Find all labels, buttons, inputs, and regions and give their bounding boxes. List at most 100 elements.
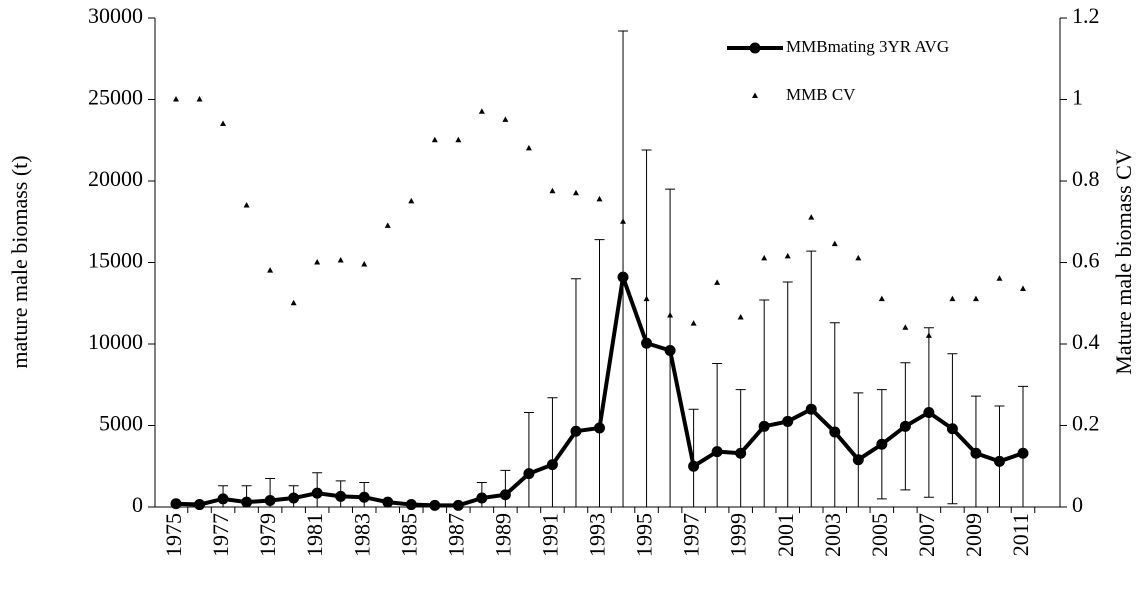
legend-label: MMBmating 3YR AVG [786,37,949,56]
data-point [455,136,462,143]
data-point [925,332,932,338]
y2-tick-label: 0.4 [1072,329,1100,354]
data-point [264,494,276,506]
x-tick-label: 1987 [443,513,468,557]
y-tick-label: 5000 [99,411,143,436]
data-point [288,492,300,504]
data-point [546,459,558,471]
error-bar [712,363,723,507]
error-bar [523,411,534,507]
data-point [855,254,862,261]
data-point [523,468,535,480]
data-point [173,96,179,102]
data-point [267,267,274,273]
data-point [690,320,697,326]
data-point [784,252,791,259]
data-point [714,279,721,285]
x-tick-label: 1981 [302,513,327,557]
data-point [570,425,582,437]
data-point [1017,447,1029,459]
y2-tick-label: 1 [1072,85,1083,110]
data-point [408,197,415,204]
x-tick-label: 1979 [255,513,280,557]
x-tick-label: 1993 [585,513,610,557]
data-point [476,492,488,504]
data-point [358,491,370,503]
data-point [170,498,182,510]
y-tick-label: 0 [132,492,143,517]
data-point [737,314,744,320]
data-point [949,295,956,302]
y-tick-label: 30000 [88,3,143,28]
data-point [337,256,344,263]
error-bar [618,30,629,507]
data-point [688,460,700,472]
data-point [735,447,747,459]
data-point [549,187,556,194]
data-point [902,324,909,330]
y2-axis-label: Mature male biomass CV [1111,149,1136,375]
error-bar [806,250,817,507]
legend-label: MMB CV [786,85,856,104]
x-tick-label: 2005 [867,513,892,557]
data-point [852,454,864,466]
data-point [594,422,605,434]
data-point [664,345,676,357]
data-point [194,499,206,511]
data-point [311,487,323,499]
data-point [290,299,297,306]
data-point [641,337,653,349]
x-tick-label: 1985 [396,513,421,557]
y2-tick-label: 0.6 [1072,248,1100,273]
data-point [314,259,321,265]
x-tick-label: 1983 [349,513,374,557]
y2-tick-label: 0.2 [1072,411,1100,436]
data-point [829,426,841,438]
y2-tick-label: 0.8 [1072,166,1100,191]
data-point [782,415,794,427]
data-point [196,96,203,102]
data-point [384,222,391,228]
data-point [499,489,511,501]
y-tick-label: 10000 [88,329,143,354]
data-point [667,311,674,318]
data-point [596,195,603,202]
y-tick-label: 20000 [88,166,143,191]
data-point [478,108,485,114]
data-point [429,499,441,511]
y-tick-label: 25000 [88,85,143,110]
y2-tick-label: 0 [1072,492,1083,517]
data-point [761,254,768,261]
data-point [452,499,464,511]
data-point [335,490,347,502]
data-point [243,201,250,208]
x-tick-label: 1989 [490,513,515,557]
data-point [220,120,227,126]
data-point [970,447,982,459]
data-point [241,496,253,508]
legend-marker [749,42,761,54]
data-point [923,406,935,418]
y-axis-label: mature male biomass (t) [7,155,32,368]
error-bar [1018,385,1028,507]
x-tick-label: 2003 [820,513,845,557]
data-point [711,446,723,458]
x-tick-label: 2007 [914,513,939,557]
data-point [1020,285,1026,291]
legend-marker [752,92,758,98]
data-point [502,116,509,122]
y-tick-label: 15000 [88,248,143,273]
error-bar [594,239,605,507]
x-tick-label: 1977 [208,513,233,557]
error-bar [641,149,652,507]
x-tick-label: 2001 [773,513,798,557]
data-point [620,218,627,224]
x-tick-label: 1995 [632,513,657,557]
data-point [572,189,579,196]
x-tick-label: 2009 [961,513,986,557]
data-point [899,420,911,432]
x-tick-label: 1975 [161,513,186,557]
x-tick-label: 2011 [1008,513,1033,556]
data-point [405,499,417,511]
